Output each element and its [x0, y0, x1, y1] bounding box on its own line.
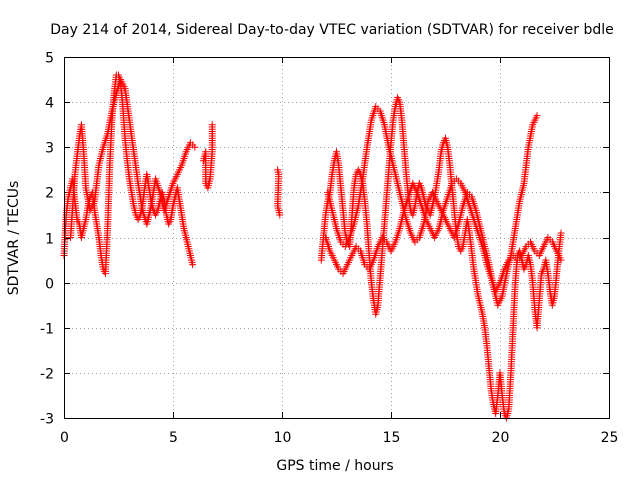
x-tick-labels: 0 5 10 15 20 25	[60, 430, 618, 446]
y-axis-label: SDTVAR / TECUs	[6, 181, 22, 296]
x-tick-label: 0	[60, 430, 69, 446]
data-points	[60, 71, 565, 422]
data-point	[208, 121, 216, 129]
x-tick-label: 10	[274, 430, 292, 446]
y-tick-label: 0	[45, 277, 54, 293]
y-tick-label: -2	[40, 367, 54, 383]
data-point	[557, 229, 565, 237]
data-point	[276, 211, 284, 219]
y-tick-labels: -3 -2 -1 0 1 2 3 4 5	[40, 51, 54, 428]
y-tick-label: -1	[40, 322, 54, 338]
data-point	[557, 256, 565, 264]
y-tick-label: 2	[45, 186, 54, 202]
y-tick-label: 5	[45, 51, 54, 67]
data-point	[189, 261, 197, 269]
grid	[64, 57, 609, 418]
y-tick-label: 4	[45, 96, 54, 112]
x-tick-label: 15	[383, 430, 401, 446]
chart-title: Day 214 of 2014, Sidereal Day-to-day VTE…	[50, 22, 614, 38]
data-point	[533, 112, 541, 120]
x-axis-label: GPS time / hours	[276, 458, 393, 474]
y-tick-label: -3	[40, 412, 54, 428]
x-tick-label: 20	[492, 430, 510, 446]
data-point	[191, 143, 199, 151]
y-tick-label: 1	[45, 232, 54, 248]
x-tick-label: 5	[169, 430, 178, 446]
y-tick-label: 3	[45, 141, 54, 157]
x-tick-label: 25	[601, 430, 619, 446]
plot-frame	[64, 57, 610, 419]
